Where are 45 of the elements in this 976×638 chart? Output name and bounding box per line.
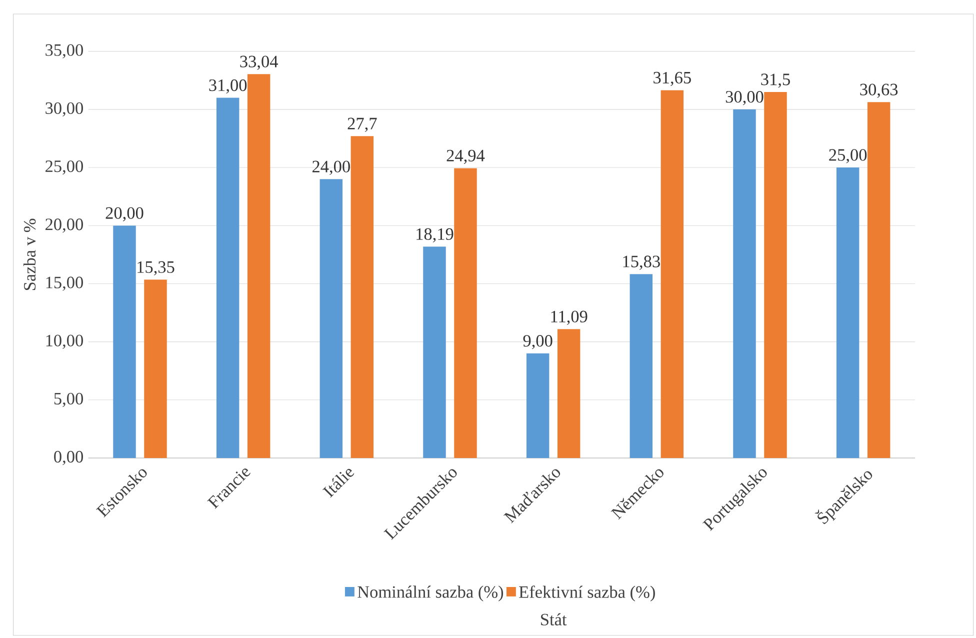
bar [247, 74, 270, 458]
y-tick-label: 5,00 [54, 392, 83, 407]
y-tick-label: 35,00 [46, 44, 83, 58]
bar [320, 179, 343, 458]
bar [526, 353, 550, 458]
data-label: 25,00 [829, 149, 867, 164]
legend-label: Efektivní sazba (%) [519, 586, 655, 602]
data-label: 31,00 [209, 79, 247, 94]
bar [113, 226, 136, 458]
data-label: 30,63 [860, 84, 898, 98]
data-label: 31,5 [761, 74, 790, 88]
x-axis-title: Stát [541, 613, 567, 626]
data-label: 33,04 [240, 56, 278, 70]
bar [867, 102, 890, 458]
data-label: 27,7 [348, 118, 377, 132]
data-label: 11,09 [551, 310, 588, 325]
x-tick-label: Itálie [322, 468, 354, 498]
data-label: 15,35 [138, 261, 174, 276]
bar [660, 90, 684, 458]
y-tick-label: 30,00 [46, 102, 83, 117]
legend-label: Nominální sazba (%) [358, 586, 504, 602]
bar [764, 92, 787, 458]
data-label: 24,00 [312, 160, 350, 175]
bar [733, 109, 756, 458]
bar [144, 280, 167, 458]
bar [454, 168, 477, 458]
bar [350, 136, 374, 458]
data-label: 18,19 [416, 228, 454, 242]
data-label: 30,00 [726, 91, 764, 106]
data-label: 9,00 [523, 335, 552, 350]
bar [423, 246, 446, 458]
bar [216, 98, 240, 458]
y-axis-title: Sazba v % [23, 218, 36, 290]
y-tick-label: 15,00 [46, 276, 83, 291]
y-tick-label: 20,00 [46, 218, 83, 233]
y-tick-label: 25,00 [46, 160, 83, 175]
y-tick-label: 0,00 [54, 450, 83, 466]
data-label: 15,83 [623, 256, 660, 270]
y-tick-label: 10,00 [46, 334, 83, 349]
bar [630, 274, 653, 458]
data-label: 31,65 [654, 72, 691, 86]
bar [836, 168, 860, 458]
data-label: 20,00 [106, 207, 144, 222]
data-label: 24,94 [446, 150, 485, 164]
bar [557, 329, 580, 458]
